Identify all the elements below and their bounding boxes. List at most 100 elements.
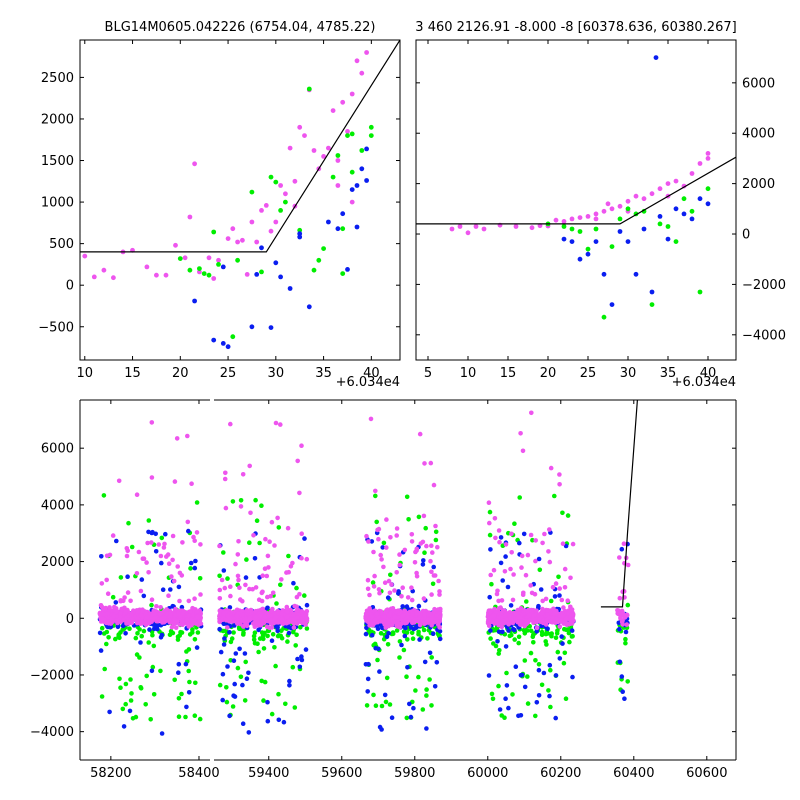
data-point bbox=[427, 677, 432, 682]
data-point bbox=[379, 703, 385, 709]
data-point bbox=[133, 714, 139, 720]
data-point bbox=[180, 540, 185, 545]
data-point bbox=[265, 718, 271, 724]
data-point bbox=[428, 460, 434, 466]
data-point bbox=[377, 590, 382, 596]
data-point bbox=[465, 230, 471, 236]
data-point bbox=[534, 625, 540, 631]
data-point bbox=[422, 612, 427, 618]
data-point bbox=[509, 632, 514, 638]
data-point bbox=[230, 499, 236, 504]
data-point bbox=[192, 538, 197, 543]
data-point bbox=[188, 566, 193, 571]
data-point bbox=[244, 272, 250, 277]
data-point bbox=[240, 612, 245, 617]
data-point bbox=[150, 632, 155, 638]
data-point bbox=[113, 636, 118, 642]
data-point bbox=[546, 615, 551, 620]
data-point bbox=[502, 569, 508, 574]
data-point bbox=[394, 628, 400, 633]
data-point bbox=[270, 632, 276, 637]
data-point bbox=[259, 598, 265, 604]
data-point bbox=[335, 158, 341, 163]
data-point bbox=[249, 219, 255, 225]
data-point bbox=[585, 214, 591, 219]
data-point bbox=[222, 476, 228, 482]
data-point bbox=[141, 593, 147, 599]
data-point bbox=[491, 613, 497, 618]
data-point bbox=[368, 416, 374, 422]
data-point bbox=[429, 592, 434, 597]
x-tick-label: 60000 bbox=[467, 766, 508, 781]
data-point bbox=[247, 463, 252, 469]
data-point bbox=[248, 510, 253, 516]
data-point bbox=[490, 696, 496, 702]
data-point bbox=[286, 553, 291, 559]
data-point bbox=[548, 704, 553, 710]
data-point bbox=[493, 535, 498, 541]
data-point bbox=[129, 612, 134, 617]
data-point bbox=[216, 262, 221, 267]
data-point bbox=[234, 613, 240, 619]
data-point bbox=[184, 649, 189, 654]
data-point bbox=[550, 584, 556, 590]
data-point bbox=[569, 612, 574, 617]
data-point bbox=[552, 611, 558, 616]
data-point bbox=[546, 549, 551, 554]
data-point bbox=[380, 545, 386, 550]
data-point bbox=[269, 711, 275, 717]
data-point bbox=[705, 186, 711, 192]
data-point bbox=[537, 567, 543, 573]
data-point bbox=[705, 201, 711, 207]
data-point bbox=[144, 614, 150, 620]
data-point bbox=[129, 691, 134, 696]
data-point bbox=[106, 621, 111, 626]
data-point bbox=[513, 664, 519, 669]
data-point bbox=[414, 609, 420, 614]
data-point bbox=[235, 552, 241, 557]
data-point bbox=[500, 629, 505, 635]
data-point bbox=[431, 564, 437, 570]
data-point bbox=[107, 605, 112, 610]
data-point bbox=[382, 692, 388, 698]
data-point bbox=[230, 334, 236, 340]
data-point bbox=[522, 623, 527, 629]
data-point bbox=[503, 554, 508, 559]
data-point bbox=[345, 133, 350, 139]
data-point bbox=[384, 545, 389, 550]
y-tick-label: 500 bbox=[49, 237, 74, 252]
data-point bbox=[118, 685, 123, 690]
data-point bbox=[251, 633, 257, 639]
data-point bbox=[521, 531, 527, 537]
data-point bbox=[265, 553, 271, 559]
data-point bbox=[436, 578, 441, 584]
data-point bbox=[244, 676, 250, 681]
data-point bbox=[302, 593, 307, 598]
data-point bbox=[421, 558, 426, 563]
data-point bbox=[240, 609, 245, 614]
data-point bbox=[262, 630, 267, 636]
data-point bbox=[506, 705, 511, 711]
data-point bbox=[657, 186, 663, 192]
data-point bbox=[294, 632, 299, 638]
data-point bbox=[143, 702, 148, 707]
data-point bbox=[176, 696, 182, 701]
data-point bbox=[585, 251, 591, 257]
data-point bbox=[101, 267, 107, 273]
data-point bbox=[536, 556, 542, 562]
data-point bbox=[273, 614, 279, 620]
data-point bbox=[175, 564, 180, 569]
data-point bbox=[397, 562, 403, 568]
data-point bbox=[102, 666, 107, 672]
data-point bbox=[283, 701, 288, 707]
data-point bbox=[570, 674, 575, 680]
data-point bbox=[221, 610, 227, 616]
data-point bbox=[133, 635, 139, 641]
data-point bbox=[304, 626, 310, 631]
data-point bbox=[553, 715, 558, 721]
x-tick-label: 20 bbox=[172, 366, 189, 381]
data-point bbox=[673, 239, 679, 245]
data-point bbox=[144, 673, 149, 679]
data-point bbox=[265, 633, 270, 639]
data-point bbox=[110, 533, 116, 538]
